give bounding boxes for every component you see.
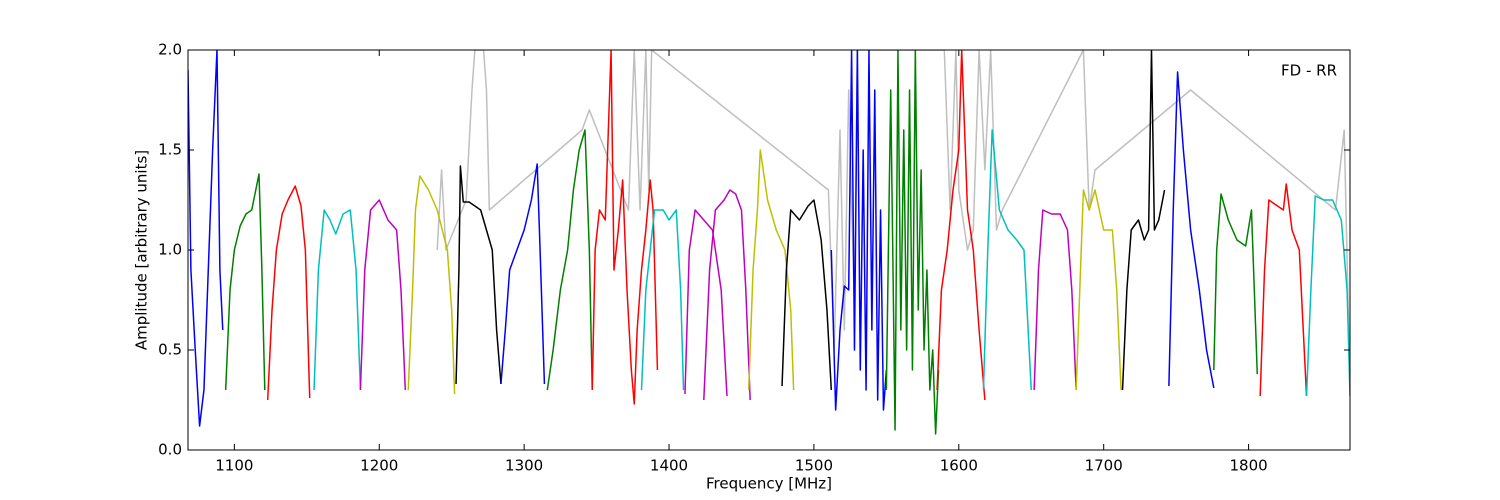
series-line (982, 129, 1032, 391)
y-tick-label: 2.0 (158, 41, 182, 59)
series-line (407, 175, 456, 395)
series-line (1075, 189, 1122, 391)
series-line (684, 209, 728, 397)
annotation: FD - RR (1281, 62, 1337, 80)
series-line (591, 50, 659, 405)
plot-area (188, 50, 1350, 435)
x-tick-label: 1400 (650, 457, 688, 475)
y-axis-label: Amplitude [arbitrary units] (133, 150, 151, 350)
series-line (224, 173, 266, 391)
series-line (455, 165, 502, 385)
y-tick-label: 1.0 (158, 241, 182, 259)
x-tick-label: 1700 (1085, 457, 1123, 475)
y-tick-label: 0.0 (158, 441, 182, 459)
x-tick-label: 1200 (360, 457, 398, 475)
series-line (936, 50, 986, 401)
x-tick-label: 1500 (795, 457, 833, 475)
series-line (830, 50, 888, 411)
series-line (1305, 195, 1350, 397)
series-line (546, 129, 593, 391)
series-line (747, 149, 795, 391)
series-line (1121, 50, 1166, 391)
series-line (640, 209, 685, 391)
series-line (885, 50, 940, 435)
series-line (436, 50, 1350, 391)
x-tick-label: 1600 (940, 457, 978, 475)
series-line (313, 209, 362, 391)
series-line (359, 199, 407, 391)
series-line (266, 185, 311, 401)
x-tick-label: 1800 (1229, 457, 1267, 475)
y-tick-label: 1.5 (158, 141, 182, 159)
series-line (500, 163, 546, 385)
x-tick-label: 1300 (505, 457, 543, 475)
series-line (1168, 71, 1215, 389)
x-tick-label: 1100 (215, 457, 253, 475)
series-line (1213, 193, 1259, 375)
series-line (703, 189, 751, 401)
y-tick-label: 0.5 (158, 341, 182, 359)
x-axis-label: Frequency [MHz] (706, 475, 832, 493)
series-line (188, 50, 224, 427)
series-line (1259, 183, 1308, 397)
series-line (1033, 209, 1077, 391)
series-line (781, 199, 833, 391)
